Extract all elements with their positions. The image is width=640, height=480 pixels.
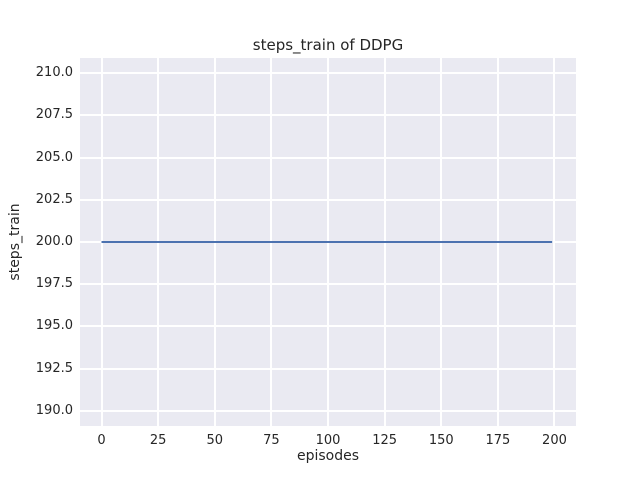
y-gridline (80, 409, 576, 412)
y-gridline (80, 325, 576, 328)
x-tick-label: 125 (372, 433, 398, 448)
x-tick-label: 25 (149, 433, 167, 448)
y-tick-label: 205.0 (35, 149, 73, 165)
y-tick-label: 200.0 (35, 234, 73, 249)
x-axis-label: episodes (296, 448, 360, 464)
y-tick-label: 192.5 (35, 360, 73, 376)
x-tick-label: 175 (485, 433, 511, 448)
y-axis-label: steps_train (7, 203, 23, 281)
y-tick-label: 190.0 (35, 402, 73, 418)
y-gridline (80, 198, 576, 201)
x-tick-label: 200 (542, 433, 567, 448)
y-tick-label: 207.5 (35, 107, 73, 123)
x-tick-label: 100 (315, 433, 341, 448)
y-gridline (80, 283, 576, 286)
y-gridline (80, 72, 576, 75)
chart-title: steps_train of DDPG (252, 36, 404, 54)
x-tick-label: 0 (97, 433, 106, 448)
x-tick-label: 150 (428, 433, 454, 448)
y-tick-label: 210.0 (35, 65, 73, 81)
y-tick-label: 195.0 (35, 318, 73, 334)
x-tick-label: 75 (263, 433, 280, 448)
y-tick-label: 197.5 (35, 276, 73, 292)
x-tick-label: 50 (206, 433, 224, 448)
y-gridline (80, 156, 576, 159)
y-gridline (80, 114, 576, 117)
series-layer (101, 241, 553, 243)
plot-area (80, 58, 576, 426)
y-gridline (80, 367, 576, 370)
y-tick-label: 202.5 (35, 191, 73, 207)
